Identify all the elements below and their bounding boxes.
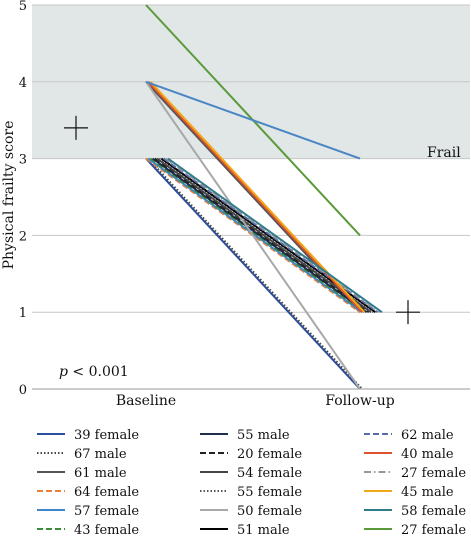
legend-label: 64 female — [74, 485, 139, 500]
legend-item-18: 27 female — [364, 523, 466, 538]
x-tick-label-baseline: Baseline — [116, 393, 176, 409]
p-value-annotation: p < 0.001 — [59, 364, 129, 380]
legend-item-5: 57 female — [37, 504, 139, 519]
legend-item-9: 54 female — [200, 466, 302, 481]
series-line-14 — [147, 81, 363, 313]
legend: 39 female 67 male 61 male 64 female 57 femal… — [37, 428, 466, 538]
legend-item-11: 50 female — [200, 504, 302, 519]
y-tick-label-3: 3 — [19, 153, 27, 168]
y-tick-label-1: 1 — [19, 306, 27, 321]
series-line-15 — [165, 157, 381, 314]
legend-item-12: 51 male — [200, 523, 290, 538]
legend-item-8: 20 female — [200, 447, 302, 462]
legend-label: 39 female — [74, 428, 139, 443]
legend-label: 27 female — [401, 523, 466, 538]
legend-label: 20 female — [237, 447, 302, 462]
legend-label: 40 male — [401, 447, 454, 462]
legend-item-14: 40 male — [364, 447, 454, 462]
legend-item-4: 64 female — [37, 485, 139, 500]
series-lines — [145, 4, 383, 390]
legend-item-10: 55 female — [200, 485, 302, 500]
series-line-6 — [149, 157, 365, 314]
legend-item-17: 58 female — [364, 504, 466, 519]
legend-item-3: 61 male — [37, 466, 127, 481]
y-tick-label-2: 2 — [19, 229, 27, 244]
y-axis-label: Physical frailty score — [1, 121, 17, 270]
legend-label: 50 female — [237, 504, 302, 519]
mean-markers — [64, 115, 420, 325]
series-line-3 — [145, 81, 361, 313]
legend-item-15: 27 female — [364, 466, 466, 481]
legend-label: 43 female — [74, 523, 139, 538]
legend-label: 61 male — [74, 466, 127, 481]
legend-label: 67 male — [74, 447, 127, 462]
gridlines — [32, 4, 470, 390]
legend-label: 55 female — [237, 485, 302, 500]
x-tick-label-follow-up: Follow-up — [325, 393, 394, 409]
series-line-7 — [152, 157, 368, 314]
series-line-1 — [145, 157, 361, 390]
legend-item-2: 67 male — [37, 447, 127, 462]
mean-marker-1 — [64, 115, 88, 140]
p-value-text: < 0.001 — [68, 364, 129, 380]
legend-item-13: 62 male — [364, 428, 454, 443]
y-tick-label-5: 5 — [19, 0, 27, 14]
frail-region-label: Frail — [427, 145, 461, 161]
legend-item-1: 39 female — [37, 428, 139, 443]
y-tick-label-4: 4 — [19, 76, 27, 91]
legend-label: 55 male — [237, 428, 290, 443]
mean-marker-2 — [396, 300, 420, 325]
series-line-11 — [145, 81, 361, 390]
series-line-8 — [154, 157, 370, 314]
series-line-5 — [147, 157, 363, 314]
legend-label: 45 male — [401, 485, 454, 500]
chart-text: Physical frailty score Frail p < 0.001 0… — [1, 0, 461, 409]
series-line-19 — [145, 80, 361, 160]
y-tick-label-0: 0 — [19, 383, 27, 398]
series-line-17 — [167, 157, 383, 314]
legend-label: 58 female — [401, 504, 466, 519]
legend-label: 51 male — [237, 523, 290, 538]
legend-label: 62 male — [401, 428, 454, 443]
series-line-9 — [156, 157, 372, 314]
legend-label: 54 female — [237, 466, 302, 481]
legend-item-16: 45 male — [364, 485, 454, 500]
legend-item-7: 55 male — [200, 428, 290, 443]
legend-label: 57 female — [74, 504, 139, 519]
legend-item-6: 43 female — [37, 523, 139, 538]
p-value-prefix: p — [59, 364, 68, 380]
legend-label: 27 female — [401, 466, 466, 481]
